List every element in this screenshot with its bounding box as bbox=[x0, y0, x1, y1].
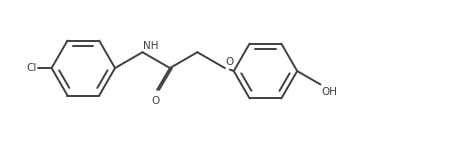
Text: OH: OH bbox=[321, 87, 338, 98]
Text: NH: NH bbox=[144, 41, 159, 51]
Text: Cl: Cl bbox=[27, 63, 37, 73]
Text: O: O bbox=[226, 57, 234, 67]
Text: O: O bbox=[151, 96, 159, 106]
